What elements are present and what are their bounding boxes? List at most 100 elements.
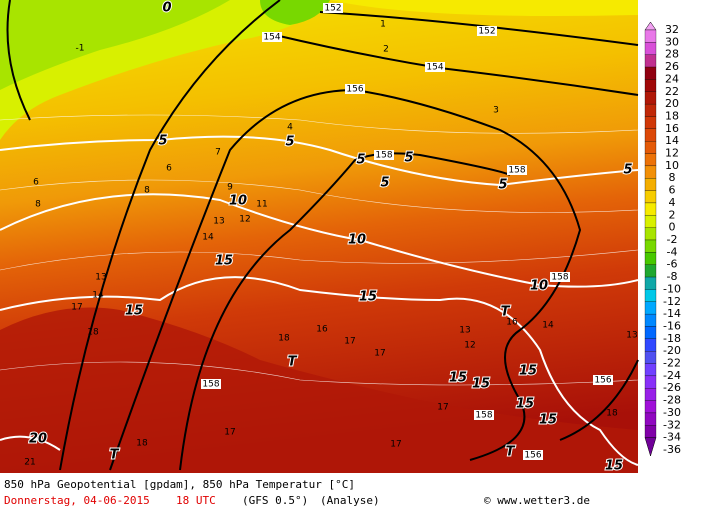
colorbar-swatch (644, 190, 657, 204)
point-label: 13 (459, 326, 470, 336)
high-low-label: T (110, 448, 120, 463)
colorbar-swatch (644, 54, 657, 68)
colorbar-label: 32 (665, 23, 679, 36)
point-label: 8 (35, 200, 41, 210)
point-label: 18 (606, 409, 618, 419)
isotherm-label: 5 (285, 135, 294, 150)
height-label-box (425, 62, 445, 72)
point-label: 21 (24, 458, 35, 468)
isotherm-label: 15 (472, 377, 490, 392)
point-label: 18 (87, 328, 99, 338)
point-label: 8 (144, 186, 150, 196)
footer-date: Donnerstag, 04-06-2015 (4, 494, 150, 507)
point-label: 17 (224, 428, 235, 438)
isotherm-label: 10 (530, 279, 548, 294)
height-label: 158 (202, 380, 219, 390)
colorbar-label: 2 (669, 208, 676, 221)
colorbar-label: -4 (667, 245, 678, 258)
colorbar-swatch (644, 313, 657, 327)
height-label-box (550, 272, 570, 282)
colorbar-label: -6 (667, 258, 678, 271)
colorbar-swatch (644, 227, 657, 241)
isotherm-label: 5 (356, 153, 365, 168)
point-label: 17 (390, 440, 401, 450)
isotherm-label: 15 (605, 459, 623, 474)
point-label: 2 (383, 45, 389, 55)
cold-core (260, 0, 330, 25)
colorbar-swatch (644, 91, 657, 105)
warm-region (0, 307, 638, 473)
point-label: 13 (213, 217, 224, 227)
colorbar-swatch (644, 128, 657, 142)
colorbar-label: -10 (663, 282, 681, 295)
height-label: 152 (478, 27, 495, 37)
cold-region (0, 0, 230, 90)
isotherm-label: 10 (348, 233, 366, 248)
isotherm-label: 5 (158, 134, 167, 149)
isotherm-label: 5 (498, 178, 507, 193)
isotherm-label: 5 (623, 163, 632, 178)
footer-time: 18 UTC (176, 494, 216, 507)
colorbar-label: -16 (663, 319, 681, 332)
colorbar-label: -36 (663, 443, 681, 456)
colorbar-label: -2 (667, 233, 678, 246)
height-label: 154 (426, 63, 443, 73)
isotherms (0, 135, 639, 466)
colorbar-label: 12 (665, 147, 679, 160)
isotherm-label: 0 (162, 1, 171, 16)
colorbar-swatch (644, 351, 657, 364)
colorbar-swatch (644, 116, 657, 129)
colorbar: 32302826242220181614121086420-2-4-6-8-10… (644, 21, 681, 457)
height-label-box (323, 3, 343, 13)
colorbar-swatch (644, 363, 657, 377)
point-label: 4 (287, 123, 293, 133)
point-label: 6 (33, 178, 39, 188)
point-label: 3 (493, 106, 499, 116)
colorbar-label: -26 (663, 381, 681, 394)
isotherm-label: 15 (516, 397, 534, 412)
height-label: 156 (346, 85, 363, 95)
point-label: 18 (136, 439, 148, 449)
point-label: 12 (239, 215, 250, 225)
isotherm-label: 15 (539, 413, 557, 428)
height-label-box (523, 450, 543, 460)
point-label: 17 (71, 303, 82, 313)
height-label: 152 (324, 4, 341, 14)
colorbar-swatch (644, 178, 657, 191)
colorbar-swatch (644, 412, 657, 426)
colorbar-swatch (644, 215, 657, 228)
point-label: 14 (542, 321, 554, 331)
height-label: 156 (524, 451, 541, 461)
footer-run: (Analyse) (320, 494, 380, 507)
point-label: 1 (380, 20, 386, 30)
colorbar-swatch (644, 375, 657, 389)
high-low-label: T (288, 355, 298, 370)
colorbar-swatch (644, 165, 657, 179)
point-label: 17 (344, 337, 355, 347)
colorbar-label: -12 (663, 295, 681, 308)
point-label: 12 (464, 341, 475, 351)
colorbar-label: 10 (665, 159, 679, 172)
colorbar-swatch (644, 425, 657, 438)
colorbar-label: -18 (663, 332, 681, 345)
height-label-box (374, 150, 394, 160)
colorbar-label: 8 (669, 171, 676, 184)
height-label-box (201, 379, 221, 389)
colorbar-swatch (644, 202, 657, 216)
point-label: 14 (92, 291, 104, 301)
colorbar-label: -8 (667, 270, 678, 283)
height-label: 158 (508, 166, 525, 176)
colorbar-swatch (644, 301, 657, 315)
colorbar-label: 26 (665, 60, 679, 73)
colorbar-swatch (644, 400, 657, 414)
height-label: 158 (475, 411, 492, 421)
colorbar-label: -24 (663, 369, 681, 382)
colorbar-label: 22 (665, 85, 679, 98)
colorbar-label: 30 (665, 35, 679, 48)
point-label: 13 (95, 273, 106, 283)
colorbar-swatch (644, 42, 657, 55)
colorbar-swatch (644, 153, 657, 167)
